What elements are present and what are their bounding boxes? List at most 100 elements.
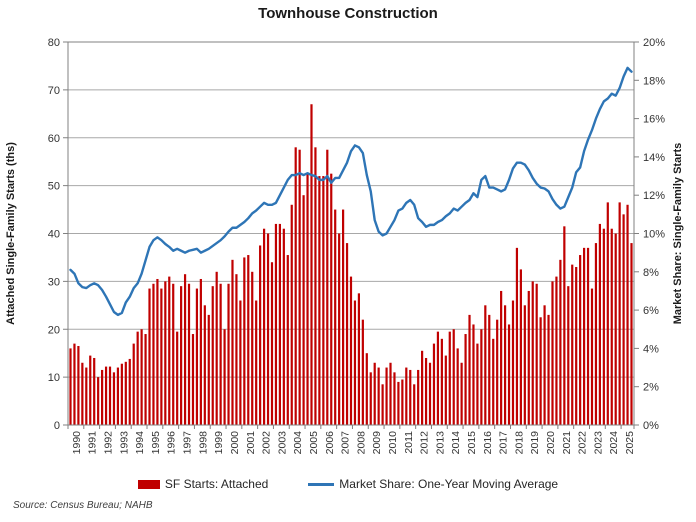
right-axis-label: 18% <box>643 75 665 87</box>
bar-2023Q2 <box>594 243 598 425</box>
bar-2016Q3 <box>488 314 491 425</box>
legend-item-bars: SF Starts: Attached <box>137 477 269 491</box>
bar-1990Q2 <box>73 343 76 425</box>
bar-1998Q2 <box>199 278 202 425</box>
bar-1995Q2 <box>152 283 155 425</box>
bar-2015Q2 <box>468 314 471 425</box>
bar-series-swatch <box>137 479 160 489</box>
year-label-1994: 1994 <box>134 431 146 455</box>
right-axis-label: 16% <box>643 114 665 126</box>
bar-1999Q3 <box>219 283 222 425</box>
right-axis-label: 12% <box>643 190 665 202</box>
bar-2009Q4 <box>381 384 384 425</box>
year-label-2004: 2004 <box>292 431 304 455</box>
bar-2021Q3 <box>567 286 570 425</box>
bar-2025Q2 <box>626 204 629 425</box>
bar-1994Q4 <box>144 334 147 425</box>
bar-2006Q4 <box>334 209 337 425</box>
bar-1992Q1 <box>101 369 104 425</box>
bar-2007Q4 <box>349 276 353 425</box>
bar-2013Q3 <box>440 338 443 425</box>
bar-2001Q3 <box>251 271 254 425</box>
bar-1990Q4 <box>81 362 84 425</box>
bar-1992Q4 <box>112 372 116 425</box>
bar-2012Q4 <box>428 362 432 425</box>
year-label-1992: 1992 <box>103 431 115 455</box>
bar-2010Q3 <box>393 372 396 425</box>
chart-canvas: 0 10 20 30 40 50 60 70 80 0% 2% 4% 6% 8% 10% 12% 14% 16% 1… <box>5 37 684 455</box>
year-label-2003: 2003 <box>276 431 288 455</box>
bar-2004Q1 <box>290 204 293 425</box>
bar-2000Q2 <box>231 259 234 425</box>
bar-2011Q1 <box>401 379 404 425</box>
year-label-2000: 2000 <box>229 431 241 455</box>
left-axis-label: 50 <box>48 181 60 193</box>
year-label-2008: 2008 <box>355 431 367 455</box>
bar-2020Q3 <box>551 281 554 426</box>
bar-2011Q2 <box>405 367 408 425</box>
bar-2004Q3 <box>298 149 301 425</box>
bar-2012Q2 <box>421 350 424 425</box>
bar-1990Q1 <box>69 348 72 425</box>
bar-1998Q1 <box>195 288 199 425</box>
bar-2001Q2 <box>247 255 250 425</box>
bar-2015Q4 <box>476 343 479 425</box>
year-label-2006: 2006 <box>324 431 336 455</box>
bar-1999Q4 <box>223 329 226 425</box>
left-axis-label: 70 <box>48 85 60 97</box>
year-label-2011: 2011 <box>403 431 415 454</box>
bar-2011Q4 <box>413 384 416 425</box>
right-axis-label: 2% <box>643 382 659 394</box>
bar-2018Q3 <box>519 269 522 425</box>
bar-2016Q1 <box>480 329 483 425</box>
year-label-2002: 2002 <box>261 431 273 455</box>
bar-2025Q3 <box>630 243 633 425</box>
line-series-swatch <box>308 482 335 486</box>
bar-2005Q4 <box>318 176 321 425</box>
bar-1993Q2 <box>120 363 123 425</box>
year-label-2015: 2015 <box>466 431 478 455</box>
bar-2022Q4 <box>586 247 590 425</box>
year-label-2016: 2016 <box>482 431 494 455</box>
bar-2005Q1 <box>306 173 309 425</box>
left-axis-label: 60 <box>48 133 60 145</box>
left-axis-title: Attached Single-Family Starts (ths) <box>5 142 17 325</box>
year-label-2022: 2022 <box>577 431 589 455</box>
bar-2013Q2 <box>436 331 440 425</box>
year-label-2013: 2013 <box>434 431 446 455</box>
bar-1994Q3 <box>140 329 143 425</box>
bar-2020Q4 <box>555 276 558 425</box>
bar-1997Q1 <box>180 286 183 425</box>
bar-1991Q1 <box>85 367 88 425</box>
bar-2002Q2 <box>262 228 266 425</box>
bar-2019Q3 <box>535 283 538 425</box>
bar-1993Q4 <box>128 358 131 425</box>
bar-1995Q4 <box>160 288 163 425</box>
bar-2004Q2 <box>294 147 297 425</box>
right-axis-title: Market Share: Single-Family Starts <box>672 143 684 325</box>
bar-2014Q1 <box>448 331 451 425</box>
bar-2007Q2 <box>342 209 345 425</box>
bar-2000Q3 <box>235 274 238 425</box>
right-axis-label: 14% <box>643 152 665 164</box>
legend-bar-label: SF Starts: Attached <box>164 477 269 491</box>
bar-1994Q2 <box>136 331 139 425</box>
year-label-2014: 2014 <box>450 431 462 455</box>
bar-2006Q3 <box>330 173 333 425</box>
bar-1999Q1 <box>211 286 214 425</box>
bar-2002Q3 <box>266 233 270 425</box>
year-label-1996: 1996 <box>166 431 178 455</box>
bar-2022Q1 <box>575 267 578 425</box>
year-label-2018: 2018 <box>513 431 525 455</box>
bar-2019Q1 <box>527 290 530 425</box>
bar-1998Q4 <box>207 314 210 425</box>
bar-2014Q4 <box>460 362 463 425</box>
bar-2003Q4 <box>286 255 289 425</box>
left-axis-label: 0 <box>54 420 60 432</box>
market-share-line <box>69 66 633 317</box>
bar-2023Q1 <box>590 288 594 425</box>
bar-1993Q1 <box>116 367 120 425</box>
left-axis-label: 20 <box>48 324 60 336</box>
bar-2019Q4 <box>539 317 542 425</box>
bar-2021Q2 <box>563 226 566 425</box>
